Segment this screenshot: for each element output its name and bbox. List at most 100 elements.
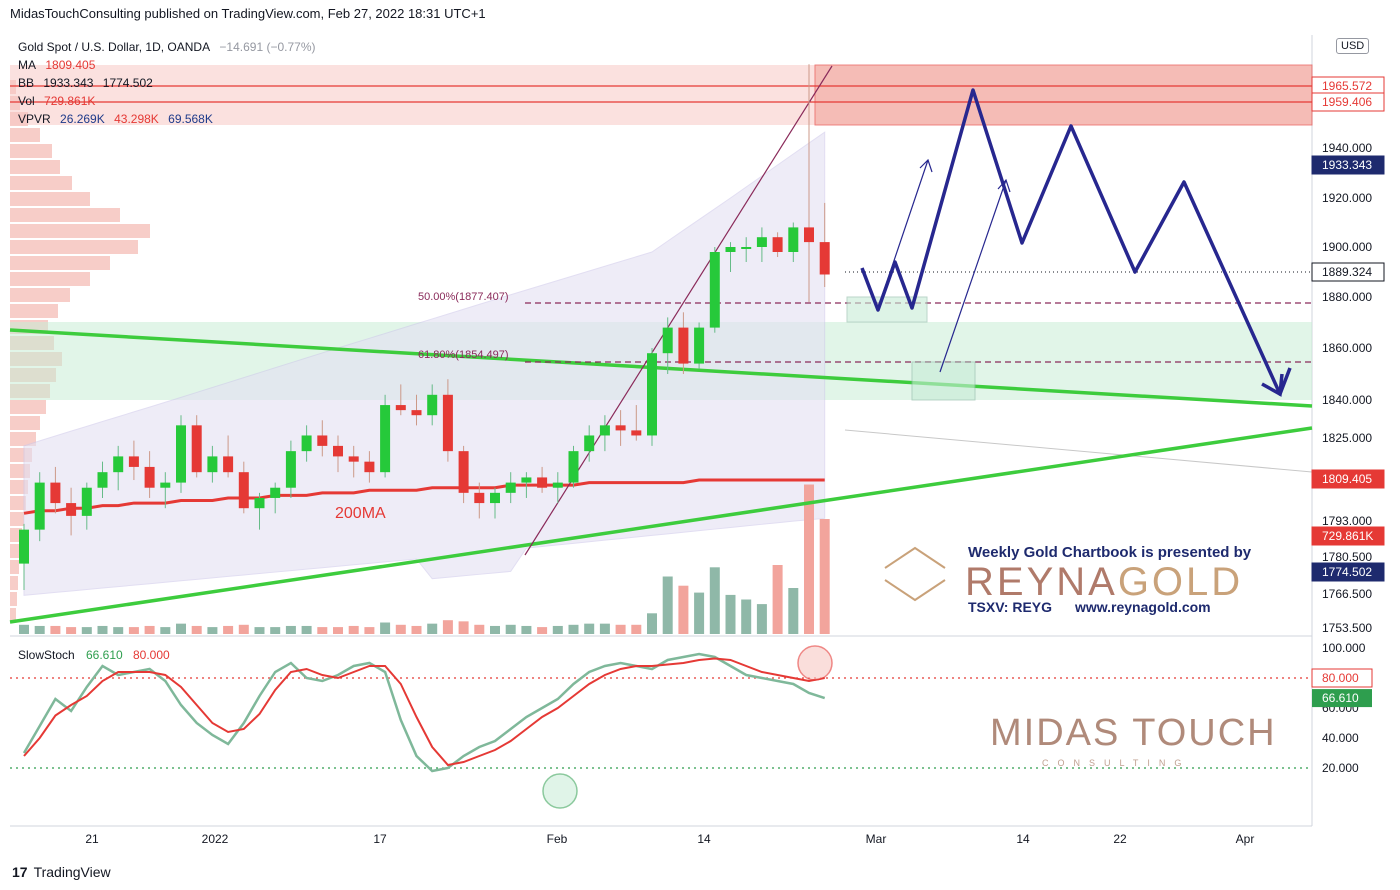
volume-profile-bar-10 [10, 240, 138, 254]
tradingview-logo-icon: 17 [12, 864, 28, 880]
candle-body-16 [270, 487, 281, 498]
candle-body-27 [442, 394, 453, 452]
tradingview-brand[interactable]: 17 TradingView [12, 864, 111, 880]
volume-bar-6 [113, 627, 124, 634]
candle-body-35 [568, 451, 579, 483]
candle-body-21 [348, 456, 359, 462]
volume-bar-38 [615, 624, 626, 634]
volume-bar-36 [584, 623, 595, 634]
volume-profile-bar-22 [10, 432, 36, 446]
vpvr-value-1: 26.269K [60, 112, 105, 126]
candle-body-40 [647, 353, 657, 436]
stoch-tick-3: 20.000 [1322, 761, 1359, 775]
volume-bar-8 [144, 625, 155, 634]
candle-body-2 [50, 482, 61, 504]
stoch-overbought-circle [797, 645, 833, 681]
volume-bar-51 [819, 519, 830, 634]
volume-bar-20 [333, 627, 343, 634]
lower-trendline [9, 426, 1313, 624]
volume-profile-bar-12 [10, 272, 90, 286]
candle-body-39 [631, 430, 642, 436]
volume-bar-13 [223, 625, 234, 634]
candle-body-36 [584, 435, 595, 452]
candle-body-47 [756, 237, 767, 247]
volume-profile-bar-26 [10, 496, 26, 510]
legend-ma-row[interactable]: MA 1809.405 [18, 56, 322, 74]
legend-vol-row[interactable]: Vol 729.861K [18, 92, 322, 110]
candle-body-9 [160, 482, 171, 488]
indicator-legend[interactable]: Gold Spot / U.S. Dollar, 1D, OANDA −14.6… [18, 38, 322, 128]
y-tick-label-9: 1920.000 [1322, 191, 1372, 205]
y-tick-label-2: 1780.500 [1322, 550, 1372, 564]
x-tick-label-0: 21 [85, 832, 99, 846]
volume-profile-bar-5 [10, 160, 60, 174]
candle-body-11 [191, 425, 202, 473]
legend-vpvr-row[interactable]: VPVR 26.269K 43.298K 69.568K [18, 110, 322, 128]
volume-profile-bar-32 [10, 592, 17, 606]
tradingview-brand-label: TradingView [33, 864, 111, 880]
volume-bar-18 [301, 625, 312, 634]
candle-body-24 [395, 405, 406, 411]
bb-upper: 1933.343 [43, 76, 94, 90]
vpvr-poc-line [844, 429, 1313, 473]
candle-body-29 [474, 492, 485, 504]
candle-body-19 [317, 435, 328, 446]
volume-bar-48 [772, 565, 783, 634]
candle-body-34 [552, 482, 563, 488]
stoch-d-badge [1311, 668, 1373, 688]
candle-body-45 [725, 247, 736, 252]
candle-body-42 [678, 327, 689, 364]
volume-bar-7 [128, 627, 139, 634]
publish-caption: MidasTouchConsulting published on Tradin… [10, 6, 486, 21]
legend-bb-row[interactable]: BB 1933.343 1774.502 [18, 74, 322, 92]
candle-body-15 [254, 497, 265, 509]
candle-body-13 [223, 456, 234, 473]
volume-bar-4 [81, 627, 92, 634]
volume-bar-31 [505, 624, 516, 634]
volume-profile-bar-20 [10, 400, 46, 414]
midas-touch-watermark: MIDAS TOUCH [990, 712, 1277, 754]
bb-lower: 1774.502 [102, 76, 153, 90]
sponsor-line: Weekly Gold Chartbook is presented by [968, 544, 1252, 561]
volume-bar-3 [66, 627, 77, 634]
fib-50-label: 50.00%(1877.407) [418, 291, 509, 303]
thin-arrow-1 [877, 159, 929, 309]
volume-profile-bar-3 [10, 128, 40, 142]
volume-bar-28 [458, 621, 469, 634]
reyna-text: REYNA [965, 560, 1118, 604]
volume-bar-5 [97, 625, 108, 634]
volume-bar-14 [238, 624, 249, 634]
legend-symbol-row[interactable]: Gold Spot / U.S. Dollar, 1D, OANDA −14.6… [18, 38, 322, 56]
price-badge-2 [1311, 155, 1385, 175]
stoch-d-badge-text: 80.000 [1322, 671, 1359, 685]
volume-bar-23 [380, 622, 391, 634]
x-tick-label-2: 17 [373, 832, 387, 846]
candle-body-5 [97, 472, 108, 488]
volume-bar-41 [662, 576, 673, 634]
volume-profile-bar-9 [10, 224, 150, 238]
volume-bar-46 [741, 599, 752, 634]
stoch-d-line [23, 657, 825, 767]
volume-bar-35 [568, 624, 579, 634]
vpvr-label: VPVR [18, 112, 51, 126]
y-tick-label-10: 1940.000 [1322, 141, 1372, 155]
projection-path [860, 88, 1292, 396]
price-badge-4 [1311, 469, 1385, 489]
candle-body-30 [490, 492, 500, 504]
volume-profile-bar-31 [10, 576, 18, 590]
candle-body-44 [709, 252, 720, 328]
volume-bar-2 [50, 625, 61, 634]
currency-badge[interactable]: USD [1336, 38, 1370, 54]
candle-body-43 [694, 327, 705, 364]
candle-body-25 [411, 410, 422, 416]
volume-bar-39 [631, 624, 642, 634]
stoch-label: SlowStoch [18, 648, 75, 662]
reynagold-logo: REYNAGOLD [965, 560, 1243, 605]
volume-bar-25 [411, 625, 422, 634]
symbol-title: Gold Spot / U.S. Dollar, 1D, OANDA [18, 40, 211, 54]
x-tick-label-8: Apr [1236, 832, 1255, 846]
volume-profile-bar-11 [10, 256, 110, 270]
candle-body-26 [427, 394, 438, 416]
volume-bar-26 [427, 623, 438, 634]
